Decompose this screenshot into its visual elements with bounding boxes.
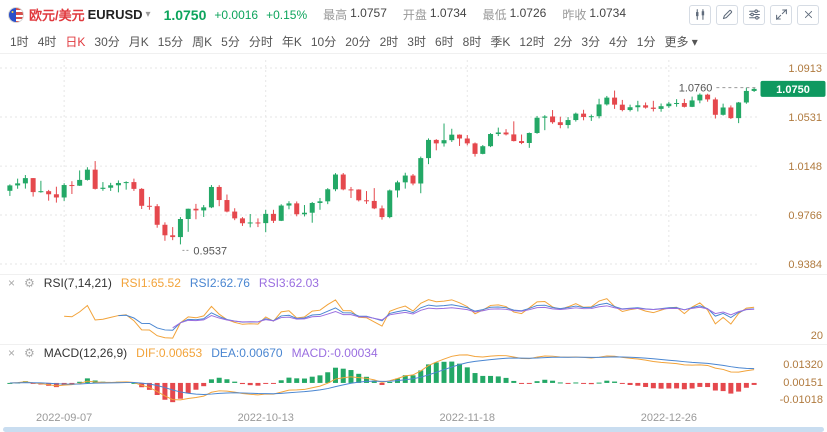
pencil-icon [722, 9, 732, 20]
header-tools [689, 4, 819, 25]
macd-value: MACD:-0.00034 [291, 346, 378, 360]
stat-label: 昨收 [562, 8, 587, 22]
macd-close-icon[interactable]: × [8, 346, 16, 360]
timeframe-20分[interactable]: 20分 [345, 34, 371, 49]
date-axis: 2022-09-07 2022-10-13 2022-11-18 2022-12-26 [0, 412, 827, 425]
last-price: 1.0750 [163, 6, 207, 23]
date-label: 2022-10-13 [237, 412, 294, 424]
rsi-close-icon[interactable]: × [8, 276, 16, 290]
pair-selector[interactable]: 欧元/美元 EURUSD ▾ [29, 5, 151, 24]
macd-panel: × ⚙ MACD(12,26,9) DIF:0.00653 DEA:0.0067… [0, 344, 827, 412]
stat-low: 最低 1.0726 [483, 6, 547, 23]
expand-icon [775, 9, 787, 20]
kline-style-button[interactable] [689, 4, 711, 25]
rsi1-value: RSI1:65.52 [120, 276, 181, 290]
svg-text:1.0148: 1.0148 [788, 161, 822, 173]
timeframe-30分[interactable]: 30分 [94, 34, 120, 49]
indicator-settings-button[interactable] [743, 4, 765, 25]
rsi-axis-label: 20 [810, 330, 823, 342]
timeframe-4时[interactable]: 4时 [37, 34, 57, 49]
timeframe-1时[interactable]: 1时 [10, 34, 29, 49]
draw-tool-button[interactable] [716, 4, 738, 25]
stat-label: 最低 [482, 8, 507, 22]
svg-text:0.9384: 0.9384 [788, 259, 822, 271]
timeframe-2时[interactable]: 2时 [379, 34, 399, 49]
svg-text:0.9537: 0.9537 [193, 245, 227, 257]
rsi2-value: RSI2:62.76 [189, 276, 250, 290]
rsi-panel: × ⚙ RSI(7,14,21) RSI1:65.52 RSI2:62.76 R… [0, 274, 827, 344]
stat-open: 开盘 1.0734 [403, 6, 467, 23]
timeframe-季K[interactable]: 季K [490, 34, 511, 49]
stat-label: 开盘 [402, 8, 427, 22]
date-label: 2022-12-26 [640, 412, 697, 424]
timeframe-1分[interactable]: 1分 [636, 34, 656, 49]
sliders-icon [748, 9, 760, 20]
dea-value: DEA:0.00670 [211, 346, 283, 360]
timeframe-10分[interactable]: 10分 [310, 34, 337, 49]
svg-text:1.0913: 1.0913 [788, 63, 822, 75]
stat-value: 1.0757 [350, 6, 387, 20]
rsi-header: × ⚙ RSI(7,14,21) RSI1:65.52 RSI2:62.76 R… [8, 276, 319, 290]
chart-scrollbar[interactable] [3, 427, 824, 432]
stat-value: 1.0726 [509, 6, 547, 20]
svg-text:1.0760: 1.0760 [679, 83, 713, 95]
timeframe-年K[interactable]: 年K [281, 34, 302, 49]
more-timeframes-menu[interactable]: 更多 ▾ [664, 34, 698, 49]
pair-code: EURUSD [87, 7, 143, 22]
chevron-down-icon: ▾ [145, 9, 151, 20]
stat-prev-close: 昨收 1.0734 [562, 6, 626, 23]
timeframe-6时[interactable]: 6时 [434, 34, 454, 49]
date-label: 2022-09-07 [36, 412, 93, 424]
timeframe-分时[interactable]: 分时 [248, 34, 273, 49]
fullscreen-button[interactable] [770, 4, 792, 25]
svg-text:1.0531: 1.0531 [788, 112, 822, 124]
timeframe-日K[interactable]: 日K [65, 34, 86, 49]
chart-header: 欧元/美元 EURUSD ▾ 1.0750 +0.0016 +0.15% 最高 … [0, 0, 827, 29]
timeframe-toolbar: 1时 4时 日K 30分 月K 15分 周K 5分 分时 年K 10分 20分 2时 3时 6时 8时 季K 12… [0, 29, 827, 54]
stat-high: 最高 1.0757 [323, 6, 387, 23]
price-change: +0.0016 [214, 7, 259, 22]
macd-canvas[interactable] [0, 345, 827, 412]
stat-value: 1.0734 [429, 6, 467, 20]
rsi3-value: RSI3:62.03 [258, 276, 319, 290]
rsi-title: RSI(7,14,21) [43, 276, 112, 290]
currency-pair-flag-icon [8, 6, 24, 23]
timeframe-3分[interactable]: 3分 [581, 34, 601, 49]
stat-label: 最高 [323, 8, 348, 22]
price-change-percent: +0.15% [266, 7, 308, 22]
timeframe-周K[interactable]: 周K [192, 34, 213, 49]
close-icon [804, 10, 812, 19]
timeframe-8时[interactable]: 8时 [462, 34, 482, 49]
stat-value: 1.0734 [589, 6, 627, 20]
rsi-canvas[interactable] [0, 275, 827, 344]
timeframe-5分[interactable]: 5分 [221, 34, 240, 49]
candlestick-canvas[interactable]: 1.0913 1.0531 1.0148 0.9766 0.9384 1.0760 0.95… [0, 54, 827, 274]
macd-settings-gear-icon[interactable]: ⚙ [24, 346, 35, 360]
timeframe-12时[interactable]: 12时 [519, 34, 545, 49]
macd-title: MACD(12,26,9) [43, 346, 128, 360]
close-button[interactable] [797, 4, 819, 25]
candlestick-chart-icon [695, 9, 704, 20]
timeframe-3时[interactable]: 3时 [407, 34, 426, 49]
timeframe-4分[interactable]: 4分 [609, 34, 628, 49]
macd-axis-mid: 0.00151 [783, 377, 823, 389]
macd-axis-top: 0.01320 [783, 359, 823, 371]
macd-axis-bottom: -0.01018 [779, 394, 823, 406]
timeframe-2分[interactable]: 2分 [553, 34, 573, 49]
rsi-settings-gear-icon[interactable]: ⚙ [24, 276, 35, 290]
main-chart: 1.0913 1.0531 1.0148 0.9766 0.9384 1.0760 0.95… [0, 54, 827, 274]
timeframe-15分[interactable]: 15分 [157, 34, 184, 49]
macd-header: × ⚙ MACD(12,26,9) DIF:0.00653 DEA:0.0067… [8, 346, 378, 360]
timeframe-月K[interactable]: 月K [128, 34, 149, 49]
svg-text:1.0750: 1.0750 [776, 84, 810, 96]
dif-value: DIF:0.00653 [136, 346, 203, 360]
pair-name-cn: 欧元/美元 [29, 8, 85, 23]
date-label: 2022-11-18 [439, 412, 495, 424]
svg-text:0.9766: 0.9766 [788, 210, 822, 222]
